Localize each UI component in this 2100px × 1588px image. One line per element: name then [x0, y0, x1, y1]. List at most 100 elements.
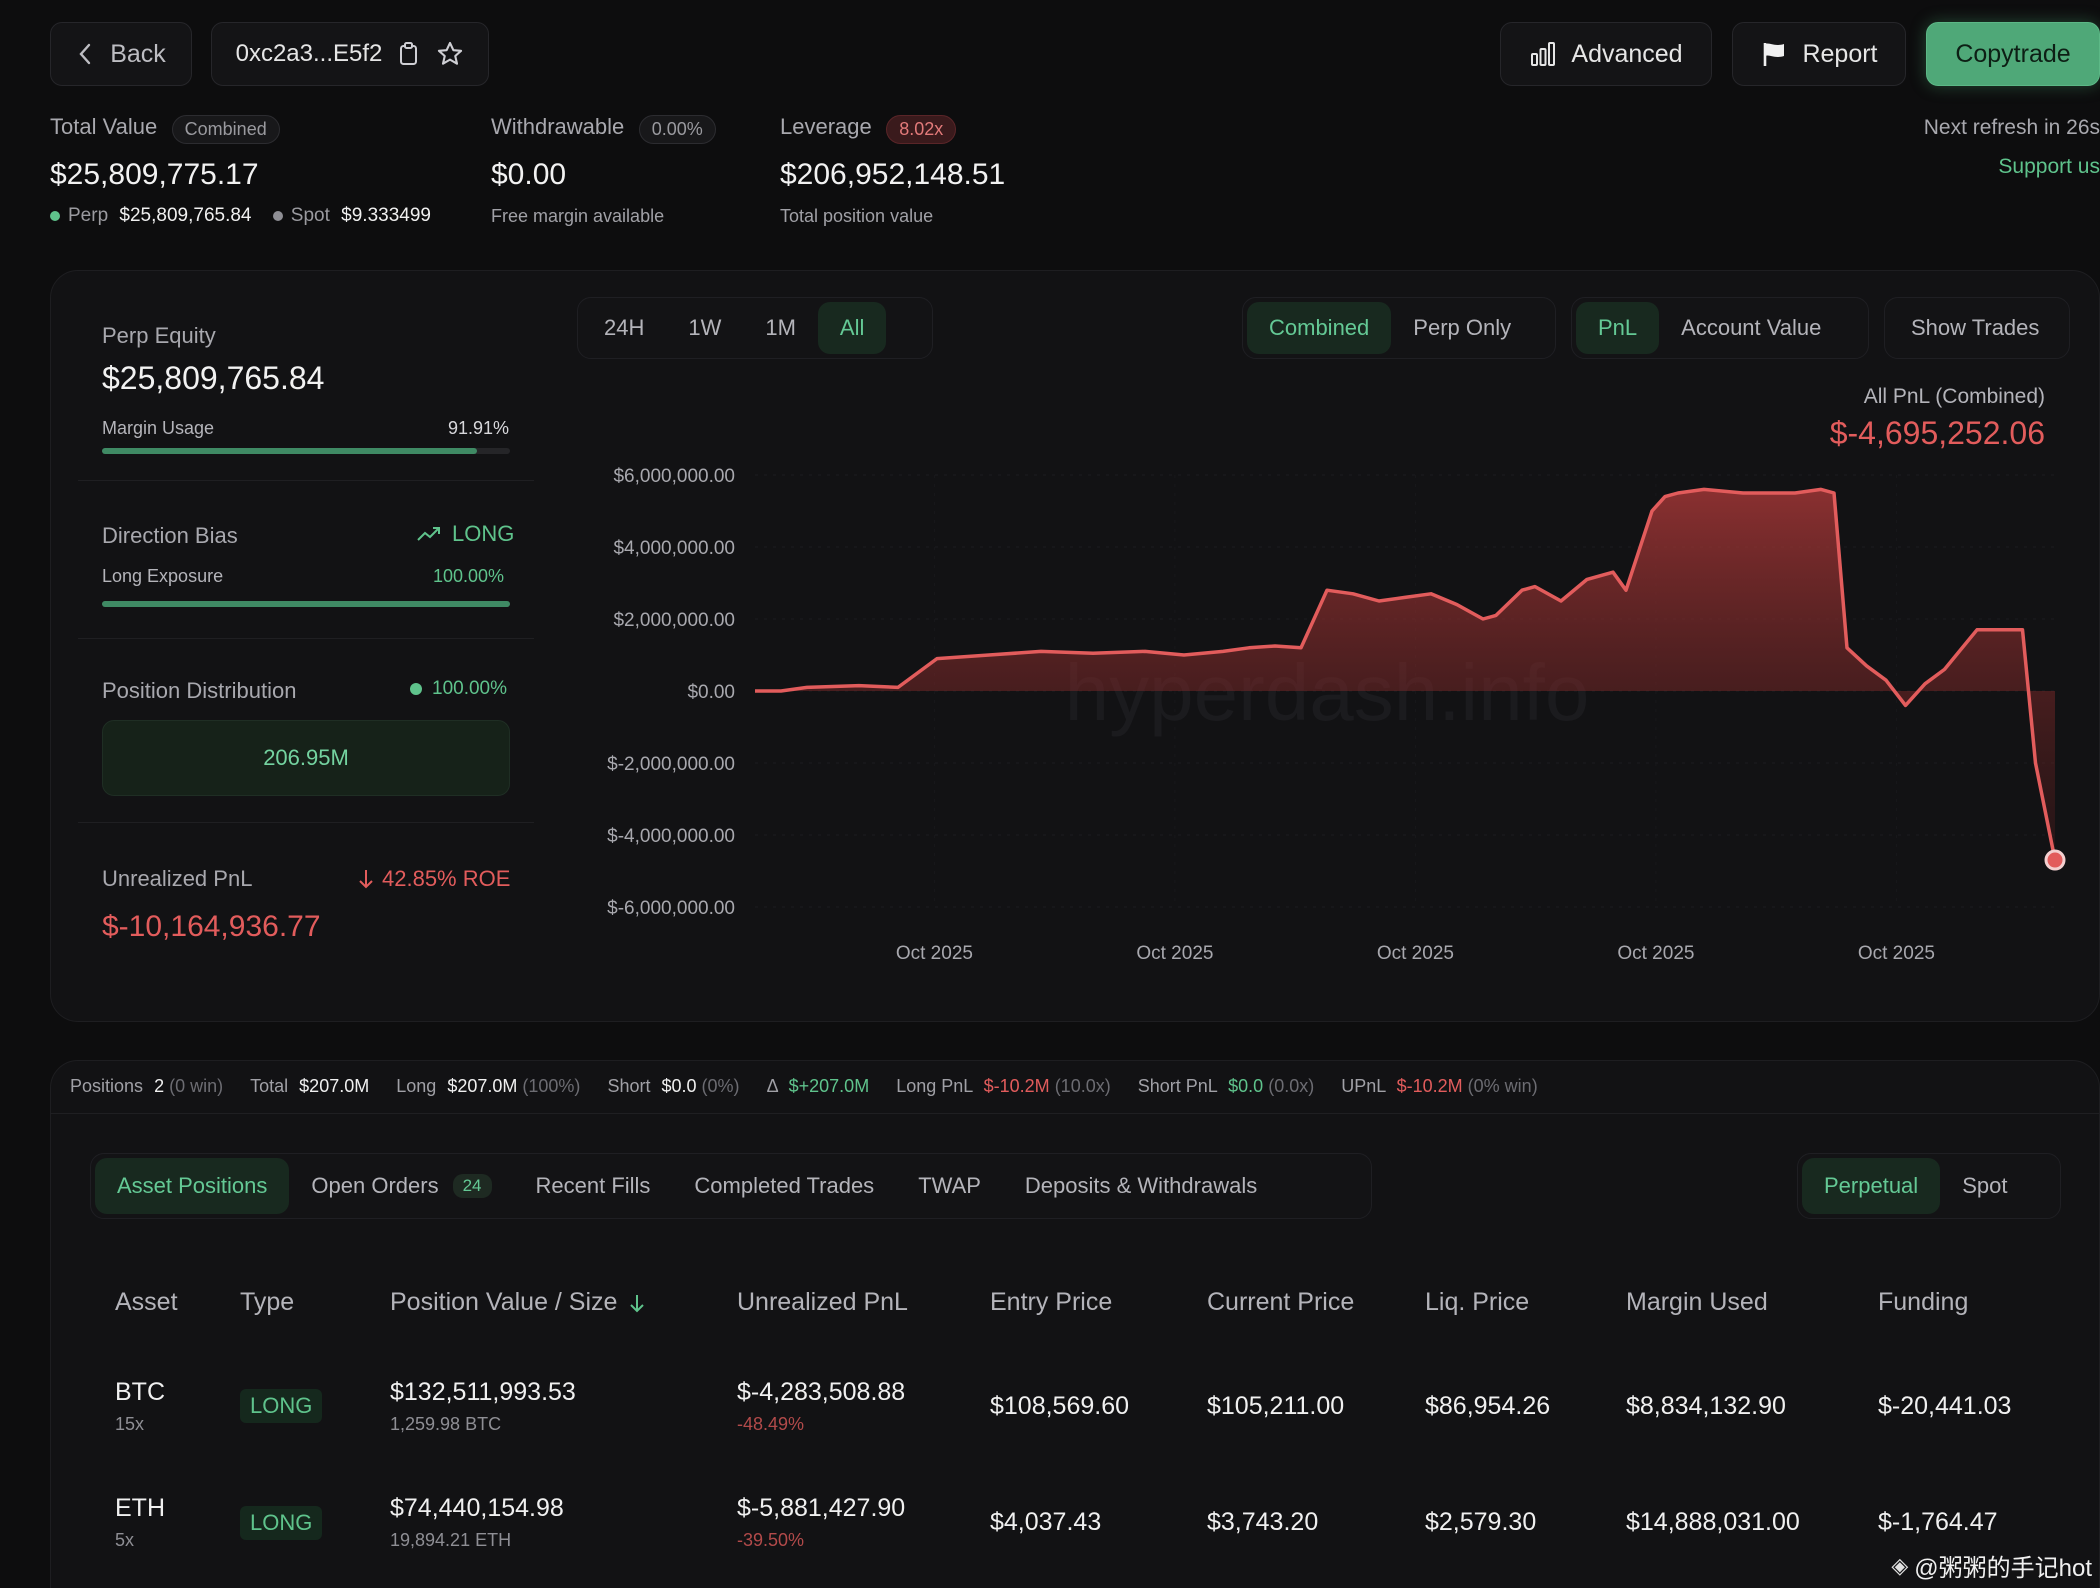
stat-shortpnl-value: $0.0	[1228, 1076, 1264, 1096]
tab-perpetual[interactable]: Perpetual	[1802, 1158, 1941, 1214]
y-tick-label: $-2,000,000.00	[607, 754, 735, 775]
total-value: $25,809,775.17	[50, 158, 259, 191]
x-tick-label: Oct 2025	[1858, 943, 1935, 964]
row-eth-leverage: 5x	[115, 1530, 135, 1550]
side-divider	[78, 638, 534, 639]
y-tick-label: $2,000,000.00	[613, 610, 735, 631]
col-position-value[interactable]: Position Value / Size	[390, 1288, 645, 1317]
mode-perp-only[interactable]: Perp Only	[1413, 315, 1512, 340]
copytrade-label: Copytrade	[1955, 39, 2071, 68]
range-all[interactable]: All	[817, 302, 887, 354]
tab-spot[interactable]: Spot	[1962, 1173, 2008, 1198]
col-entry: Entry Price	[990, 1288, 1113, 1316]
direction-bias-value: LONG	[452, 521, 515, 546]
watermark-logo-icon: ◈	[1891, 1552, 1909, 1578]
col-type: Type	[240, 1288, 295, 1316]
col-margin: Margin Used	[1626, 1288, 1768, 1316]
row-eth-value: $74,440,154.98	[390, 1494, 564, 1522]
position-dist-bar: 206.95M	[102, 720, 510, 796]
tab-deposits-withdrawals[interactable]: Deposits & Withdrawals	[1024, 1173, 1258, 1198]
y-tick-label: $-4,000,000.00	[607, 826, 735, 847]
footer-watermark-text: @粥粥的手记hot	[1914, 1555, 2092, 1582]
stat-delta-value: $+207.0M	[788, 1076, 870, 1096]
stat-positions-win: (0 win)	[169, 1076, 224, 1096]
next-refresh: Next refresh in 26s	[1923, 116, 2100, 139]
chart-headline-value: $-4,695,252.06	[1829, 415, 2045, 451]
row-btc-value: $132,511,993.53	[390, 1378, 576, 1406]
col-liq: Liq. Price	[1425, 1288, 1530, 1316]
tab-asset-positions[interactable]: Asset Positions	[95, 1158, 290, 1214]
upnl-label: Unrealized PnL	[102, 866, 253, 891]
spot-label: Spot	[290, 205, 330, 226]
mode-combined[interactable]: Combined	[1247, 302, 1392, 354]
report-button[interactable]: Report	[1732, 22, 1906, 86]
stat-long-value: $207.0M	[447, 1076, 518, 1096]
show-trades-label: Show Trades	[1911, 315, 2040, 340]
tab-open-orders[interactable]: Open Orders 24	[289, 1158, 513, 1214]
position-dist-label: Position Distribution	[102, 678, 297, 703]
margin-usage-label: Margin Usage	[102, 418, 215, 438]
stat-long-pct: (100%)	[522, 1076, 581, 1096]
withdrawable-label: Withdrawable	[491, 114, 625, 139]
long-exposure-fill	[102, 601, 510, 607]
col-asset: Asset	[115, 1288, 178, 1316]
arrow-down-icon	[359, 870, 373, 889]
pnl-line	[755, 487, 2057, 861]
advanced-button[interactable]: Advanced	[1500, 22, 1712, 86]
stat-upnl-value: $-10.2M	[1396, 1076, 1463, 1096]
copy-icon[interactable]	[398, 41, 420, 67]
stat-short-pct: (0%)	[701, 1076, 740, 1096]
leverage-block: Leverage 8.02x	[780, 114, 957, 145]
stat-positions-label: Positions	[70, 1076, 144, 1096]
perp-spot-breakdown: Perp $25,809,765.84 Spot $9.333499	[50, 205, 431, 227]
row-eth-liq: $2,579.30	[1425, 1508, 1537, 1536]
footer-watermark: ◈ @粥粥的手记hot	[1891, 1548, 2092, 1583]
support-link[interactable]: Support us	[1998, 155, 2100, 178]
x-tick-label: Oct 2025	[1136, 943, 1213, 964]
stat-longpnl-label: Long PnL	[896, 1076, 973, 1096]
positions-tabs: Asset Positions Open Orders 24 Recent Fi…	[90, 1153, 1372, 1219]
mode-selector: Combined Perp Only	[1242, 297, 1556, 359]
tab-open-orders-label: Open Orders	[311, 1173, 439, 1198]
row-btc-leverage: 15x	[115, 1414, 145, 1434]
leverage-pill: 8.02x	[886, 115, 957, 145]
x-tick-label: Oct 2025	[1377, 943, 1454, 964]
range-24h[interactable]: 24H	[604, 315, 645, 340]
star-icon[interactable]	[436, 40, 464, 68]
position-dist-value: 206.95M	[263, 745, 349, 770]
tab-recent-fills[interactable]: Recent Fills	[535, 1173, 651, 1198]
pnl-end-point[interactable]	[2044, 849, 2066, 871]
row-btc-upnl-pct: -48.49%	[737, 1414, 805, 1434]
advanced-label: Advanced	[1571, 39, 1683, 68]
row-eth-type-badge: LONG	[240, 1506, 323, 1540]
total-value-block: Total Value Combined	[50, 114, 280, 145]
perp-equity-label: Perp Equity	[102, 323, 216, 348]
position-dist-pct-wrap: 100.00%	[410, 678, 507, 700]
long-dot	[410, 683, 422, 695]
back-button[interactable]: Back	[50, 22, 192, 86]
show-trades-button[interactable]: Show Trades	[1884, 297, 2070, 359]
upnl-roe-wrap: 42.85% ROE	[358, 866, 510, 892]
range-1w[interactable]: 1W	[688, 315, 722, 340]
x-tick-label: Oct 2025	[1617, 943, 1694, 964]
y-tick-label: $-6,000,000.00	[607, 898, 735, 919]
col-current: Current Price	[1207, 1288, 1355, 1316]
col-funding: Funding	[1878, 1288, 1969, 1316]
range-1m[interactable]: 1M	[765, 315, 796, 340]
total-value-label: Total Value	[50, 114, 158, 139]
metric-account-value[interactable]: Account Value	[1681, 315, 1822, 340]
positions-stats: Positions 2 (0 win) Total $207.0M Long $…	[70, 1076, 1538, 1097]
leverage-label: Leverage	[780, 114, 872, 139]
chevron-left-icon	[79, 43, 91, 65]
col-upnl: Unrealized PnL	[737, 1288, 908, 1316]
col-position-value-label: Position Value / Size	[390, 1288, 618, 1316]
stat-upnl-label: UPnL	[1341, 1076, 1386, 1096]
tab-twap[interactable]: TWAP	[918, 1173, 981, 1198]
spot-dot	[272, 210, 283, 221]
withdrawable-sub: Free margin available	[491, 206, 665, 226]
report-label: Report	[1802, 39, 1878, 68]
copytrade-button[interactable]: Copytrade	[1926, 22, 2100, 86]
stat-long-label: Long	[396, 1076, 437, 1096]
metric-pnl[interactable]: PnL	[1576, 302, 1660, 354]
tab-completed-trades[interactable]: Completed Trades	[694, 1173, 875, 1198]
